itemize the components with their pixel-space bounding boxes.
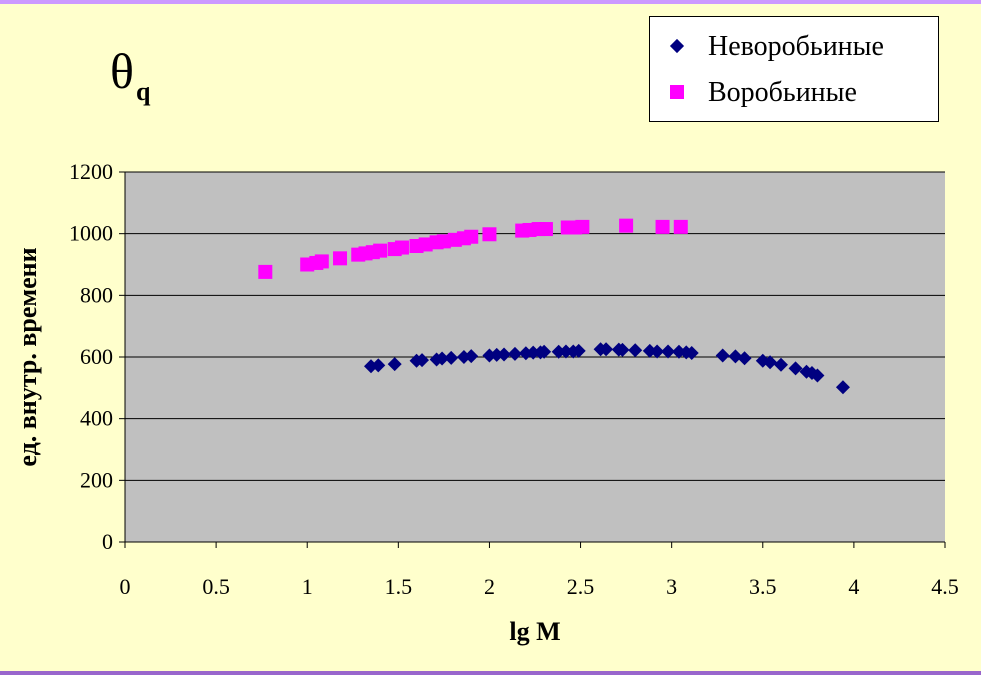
square-point (619, 218, 634, 233)
diamond-point (728, 349, 743, 364)
y-tick-label: 1200 (69, 159, 113, 184)
x-axis-title: lg M (509, 617, 560, 646)
legend-label-series-2: Воробьиные (708, 77, 857, 108)
diamond-point (387, 357, 402, 372)
diamond-point (435, 351, 450, 366)
diamond-point (810, 368, 825, 383)
y-tick-label: 400 (80, 406, 113, 431)
diamond-point (763, 355, 778, 370)
y-tick-label: 200 (80, 467, 113, 492)
x-tick-label: 4.5 (931, 574, 959, 599)
square-point (333, 251, 348, 266)
bottom-border (0, 671, 981, 675)
diamond-point (599, 342, 614, 357)
square-point (314, 254, 329, 269)
diamond-point (497, 347, 512, 362)
diamond-point (507, 346, 522, 361)
diamond-point (615, 342, 630, 357)
diamond-point (661, 344, 676, 359)
square-point (258, 264, 273, 279)
tick-labels: 0 200 400 600 800 1000 1200 0 0.5 1 1.5 2 2.5 3 3.5 4 4.… (69, 159, 959, 599)
y-tick-label: 800 (80, 282, 113, 307)
diamond-point (571, 343, 586, 358)
diamond-point (684, 345, 699, 360)
diamond-point (628, 343, 643, 358)
square-point (394, 240, 409, 255)
square-point (673, 219, 688, 234)
x-tick-label: 1 (302, 574, 313, 599)
square-point (436, 234, 451, 249)
diamond-point (558, 344, 573, 359)
legend-item-series-1: Неворобьиные (664, 23, 884, 71)
y-tick-label: 1000 (69, 221, 113, 246)
legend-item-series-2: Воробьиные (664, 69, 857, 117)
diamond-point (835, 380, 850, 395)
square-marker-icon (664, 83, 694, 103)
square-point (373, 243, 388, 258)
diamond-point (415, 353, 430, 368)
top-border (0, 0, 981, 4)
square-point (464, 229, 479, 244)
diamond-point (371, 358, 386, 373)
square-point (482, 227, 497, 242)
diamond-point (537, 344, 552, 359)
diamond-point (715, 348, 730, 363)
diamond-point (650, 344, 665, 359)
square-point (538, 222, 553, 237)
square-point (418, 237, 433, 252)
x-tick-label: 4 (848, 574, 859, 599)
title-symbol: θ (110, 43, 134, 99)
diamond-point (464, 349, 479, 364)
diamond-point (444, 350, 459, 365)
diamond-point (774, 357, 788, 372)
title-subscript: q (135, 77, 151, 106)
x-tick-label: 0.5 (202, 574, 230, 599)
x-tick-label: 2.5 (567, 574, 595, 599)
y-tick-label: 0 (102, 529, 113, 554)
diamond-point (788, 361, 803, 376)
square-point (575, 219, 590, 234)
legend: Неворобьиные Воробьиные (649, 16, 939, 122)
y-axis-title: ед. внутр. времени (13, 247, 42, 466)
x-tick-label: 3.5 (749, 574, 777, 599)
x-tick-label: 1.5 (385, 574, 413, 599)
x-tick-label: 2 (484, 574, 495, 599)
chart-title: θq (110, 42, 150, 106)
axes (119, 171, 946, 548)
data-points (258, 218, 850, 395)
x-tick-label: 3 (666, 574, 677, 599)
x-tick-label: 0 (120, 574, 131, 599)
diamond-point (737, 351, 752, 366)
y-tick-label: 600 (80, 344, 113, 369)
square-point (655, 219, 670, 234)
legend-label-series-1: Неворобьиные (708, 31, 884, 62)
